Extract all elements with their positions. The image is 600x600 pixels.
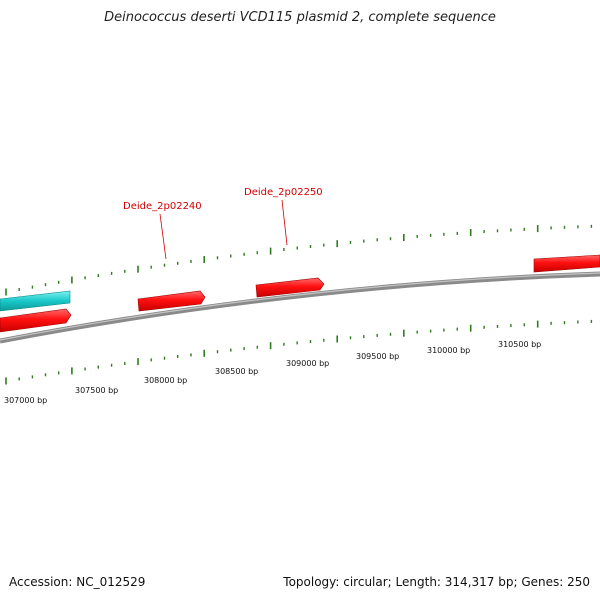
gene-label-deide-2p02250[interactable]: Deide_2p02250 bbox=[244, 187, 323, 198]
bp-label-308000: 308000 bp bbox=[144, 376, 187, 385]
map-title: Deinococcus deserti VCD115 plasmid 2, co… bbox=[104, 10, 496, 25]
bp-label-308500: 308500 bp bbox=[215, 367, 258, 376]
gene-label-leader-deide-2p02240 bbox=[159, 213, 167, 260]
plasmid-backbone-highlight bbox=[0, 272, 600, 341]
gene-arrow-deide-2p02240[interactable] bbox=[137, 290, 206, 312]
gene-label-leader-deide-2p02250 bbox=[281, 199, 288, 246]
topology-summary: Topology: circular; Length: 314,317 bp; … bbox=[283, 575, 590, 589]
gene-arrow-left[interactable] bbox=[0, 308, 72, 333]
plasmid-backbone bbox=[0, 271, 600, 344]
bp-label-310000: 310000 bp bbox=[427, 346, 470, 355]
accession-text: Accession: NC_012529 bbox=[9, 575, 146, 589]
bp-label-309000: 309000 bp bbox=[286, 359, 329, 368]
bp-label-310500: 310500 bp bbox=[498, 340, 541, 349]
outer-tick-row bbox=[5, 224, 593, 296]
bp-label-307000: 307000 bp bbox=[4, 396, 47, 405]
inner-tick-row bbox=[5, 319, 593, 385]
gene-arrow-right[interactable] bbox=[533, 254, 600, 273]
bp-label-307500: 307500 bp bbox=[75, 386, 118, 395]
bp-label-309500: 309500 bp bbox=[356, 352, 399, 361]
gene-label-deide-2p02240[interactable]: Deide_2p02240 bbox=[123, 201, 202, 212]
gene-arrow-deide-2p02250[interactable] bbox=[255, 277, 325, 298]
cyan-feature[interactable] bbox=[0, 290, 71, 312]
